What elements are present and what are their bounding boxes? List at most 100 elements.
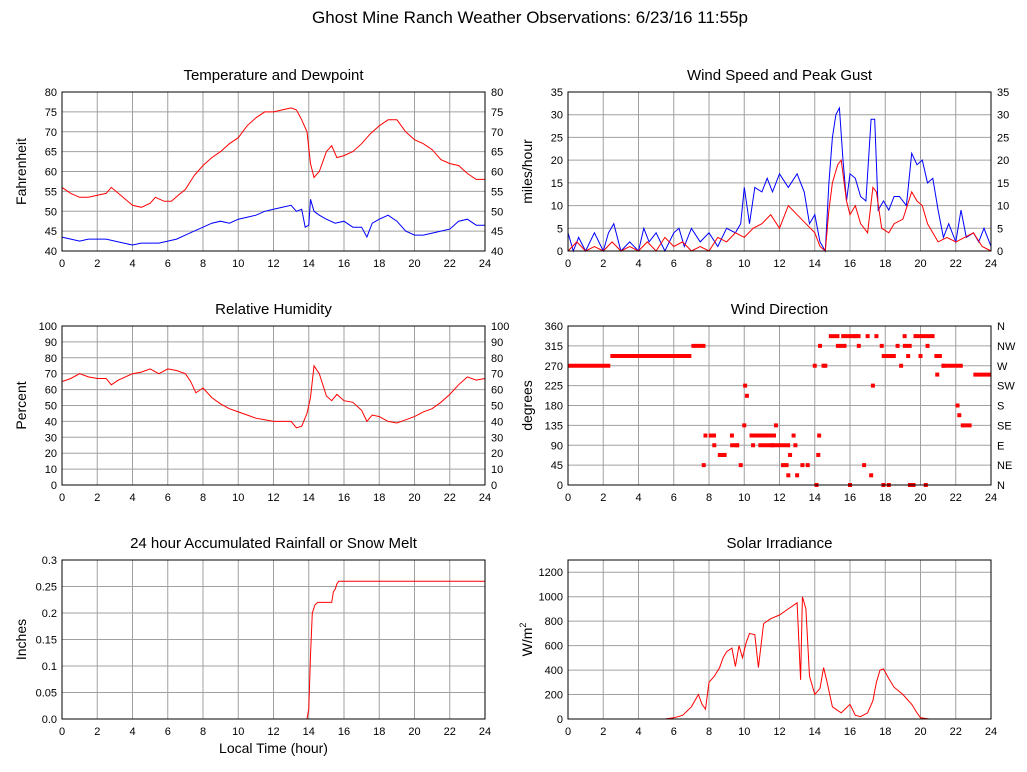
direction-point — [744, 393, 749, 398]
x-tick-label: 16 — [338, 492, 350, 504]
y-tick-label: 35 — [551, 87, 563, 99]
y-tick-label-right: 55 — [491, 186, 503, 198]
direction-point — [918, 354, 923, 359]
direction-point — [751, 443, 756, 448]
y-tick-label: 0.0 — [42, 714, 57, 726]
y-tick-label-right: 30 — [997, 110, 1009, 122]
x-tick-label: 2 — [600, 726, 606, 738]
y-axis-label-superscript: 2 — [518, 623, 528, 628]
y-tick-label: 0 — [557, 246, 563, 258]
chart-title: Relative Humidity — [215, 301, 332, 318]
direction-point — [781, 463, 786, 468]
direction-point — [721, 452, 726, 457]
direction-point — [812, 363, 817, 368]
y-tick-label-right: 50 — [491, 401, 503, 413]
y-tick-label-right: 60 — [491, 167, 503, 179]
plot-frame — [61, 559, 486, 720]
x-tick-label: 10 — [738, 258, 750, 270]
direction-point — [784, 463, 789, 468]
y-tick-label: 30 — [551, 110, 563, 122]
y-tick-label-right: 40 — [491, 246, 503, 258]
x-tick-label: 20 — [408, 492, 420, 504]
x-tick-label: 0 — [59, 726, 65, 738]
direction-point — [763, 433, 768, 438]
x-tick-label: 22 — [950, 258, 962, 270]
x-tick-label: 14 — [809, 492, 821, 504]
y-tick-label: 1200 — [539, 567, 563, 579]
x-tick-label: 22 — [950, 726, 962, 738]
direction-point — [865, 334, 870, 339]
direction-point — [935, 372, 940, 377]
y-tick-label: 45 — [45, 226, 57, 238]
compass-tick-label: N — [997, 321, 1005, 333]
x-tick-label: 0 — [565, 258, 571, 270]
x-tick-label: 18 — [373, 492, 385, 504]
y-tick-label: 40 — [45, 246, 57, 258]
direction-point — [752, 433, 757, 438]
plot-frame — [567, 325, 992, 486]
y-tick-label-right: 60 — [491, 385, 503, 397]
direction-point — [818, 343, 823, 348]
direction-point — [770, 443, 775, 448]
x-tick-label: 4 — [635, 726, 641, 738]
y-tick-label: 600 — [545, 641, 563, 653]
direction-point — [791, 433, 796, 438]
y-tick-label-right: 50 — [491, 206, 503, 218]
y-tick-label: 270 — [545, 361, 563, 373]
y-tick-label-right: 70 — [491, 127, 503, 139]
direction-point — [937, 354, 942, 359]
x-tick-label: 24 — [479, 258, 491, 270]
direction-point — [703, 433, 708, 438]
direction-point — [805, 463, 810, 468]
direction-point — [934, 354, 939, 359]
direction-point — [788, 452, 793, 457]
direction-point — [869, 473, 874, 478]
y-tick-label-right: 75 — [491, 107, 503, 119]
chart-rainfall: 0 2 4 6 8 10 12 14 16 18 20 22 240.00.050.10.150.20.… — [13, 535, 491, 756]
x-tick-label: 18 — [879, 492, 891, 504]
y-tick-label: 65 — [45, 147, 57, 159]
y-tick-label: 60 — [45, 167, 57, 179]
y-tick-label: 40 — [45, 416, 57, 428]
x-tick-label: 22 — [444, 258, 456, 270]
y-tick-label: 50 — [45, 206, 57, 218]
series-line-1 — [61, 364, 486, 429]
y-tick-label: 25 — [551, 132, 563, 144]
x-tick-label: 14 — [303, 258, 315, 270]
x-tick-label: 8 — [200, 726, 206, 738]
series-line-1 — [61, 107, 485, 208]
direction-point — [902, 334, 907, 339]
chart-wind_direction: 0 2 4 6 8 10 12 14 16 18 20 22 240459013518022527031… — [519, 301, 1016, 504]
y-tick-label-right: 0 — [997, 246, 1003, 258]
y-tick-label: 20 — [551, 155, 563, 167]
y-tick-label: 0.25 — [36, 582, 57, 594]
y-axis-label: degrees — [519, 380, 535, 431]
x-tick-label: 10 — [232, 492, 244, 504]
x-tick-label: 0 — [565, 492, 571, 504]
y-tick-label: 90 — [45, 337, 57, 349]
series-line-1 — [62, 580, 485, 720]
x-tick-label: 12 — [267, 492, 279, 504]
x-tick-label: 4 — [635, 492, 641, 504]
x-tick-label: 2 — [94, 726, 100, 738]
y-tick-label-right: 20 — [997, 155, 1009, 167]
series-line-1 — [567, 106, 992, 253]
direction-point — [743, 383, 748, 388]
y-tick-label-right: 70 — [491, 369, 503, 381]
x-tick-label: 24 — [479, 726, 491, 738]
y-axis-label: miles/hour — [519, 139, 535, 204]
x-tick-label: 14 — [809, 726, 821, 738]
y-tick-label: 200 — [545, 690, 563, 702]
direction-point — [795, 473, 800, 478]
y-tick-label: 400 — [545, 665, 563, 677]
x-tick-label: 0 — [59, 258, 65, 270]
x-tick-label: 20 — [408, 726, 420, 738]
plot-frame — [61, 91, 486, 252]
x-tick-label: 12 — [267, 726, 279, 738]
y-tick-label: 10 — [551, 201, 563, 213]
x-tick-label: 24 — [985, 258, 997, 270]
x-tick-label: 0 — [59, 492, 65, 504]
x-tick-label: 16 — [338, 726, 350, 738]
series-line-1 — [568, 596, 991, 720]
compass-tick-label: E — [997, 440, 1004, 452]
